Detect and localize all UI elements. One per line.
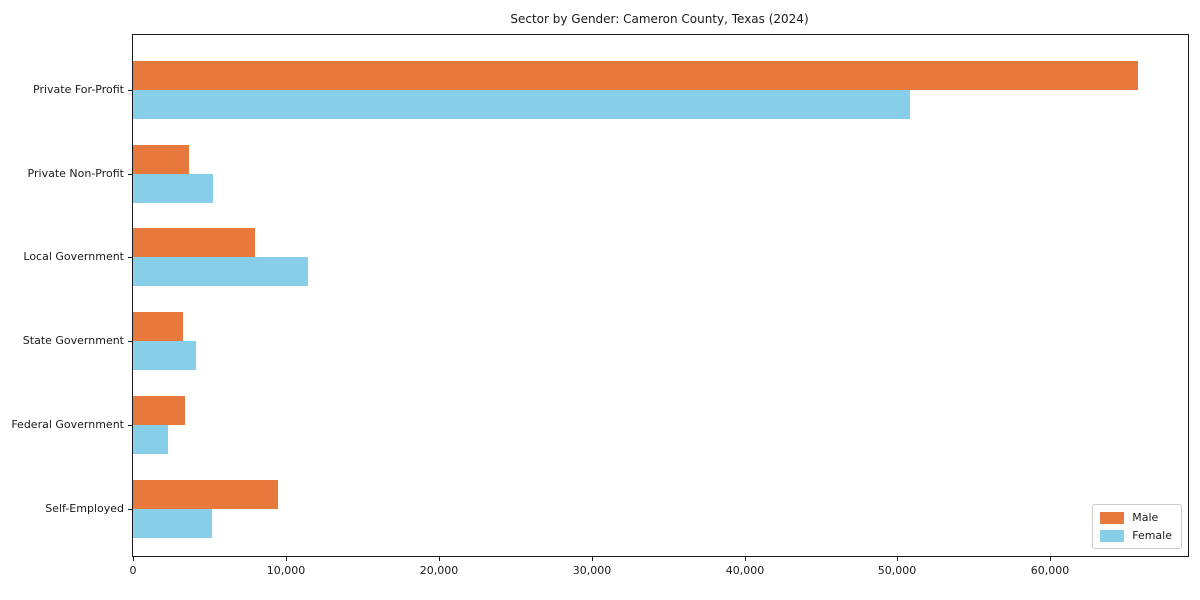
bar-female-private-non-profit [133, 174, 213, 203]
bar-male-local-government [133, 228, 255, 257]
x-axis-tick-50000 [897, 556, 898, 561]
x-axis-tick-30000 [592, 556, 593, 561]
legend-swatch-male [1100, 511, 1125, 524]
y-axis-tick-federal-government [128, 425, 133, 426]
legend-entry-male: Male [1100, 511, 1172, 524]
x-axis-tick-40000 [745, 556, 746, 561]
x-axis-label-60000: 60,000 [1030, 564, 1070, 577]
bar-male-state-government [133, 312, 183, 341]
y-axis-label-private-for-profit: Private For-Profit [33, 83, 124, 96]
x-axis-label-20000: 20,000 [419, 564, 459, 577]
x-axis-label-40000: 40,000 [725, 564, 765, 577]
x-axis-tick-20000 [439, 556, 440, 561]
legend-label-female: Female [1132, 529, 1172, 542]
legend: Male Female [1092, 504, 1182, 549]
bar-male-private-for-profit [133, 61, 1138, 90]
y-axis-label-federal-government: Federal Government [11, 418, 124, 431]
bar-female-self-employed [133, 509, 212, 538]
y-axis-tick-self-employed [128, 509, 133, 510]
x-axis-label-0: 0 [129, 564, 137, 577]
bar-female-private-for-profit [133, 90, 910, 119]
y-axis-tick-private-for-profit [128, 90, 133, 91]
plot-area: Male Female Private For-Profit Private Non… [11, 34, 1189, 577]
x-axis-label-10000: 10,000 [266, 564, 306, 577]
x-axis-tick-60000 [1050, 556, 1051, 561]
x-axis-tick-0 [133, 556, 134, 561]
y-axis-label-state-government: State Government [22, 334, 124, 347]
bar-female-local-government [133, 257, 308, 286]
legend-swatch-female [1100, 529, 1125, 542]
y-axis-label-self-employed: Self-Employed [45, 502, 124, 515]
y-axis-tick-local-government [128, 257, 133, 258]
bar-female-state-government [133, 341, 196, 370]
x-axis-tick-10000 [286, 556, 287, 561]
y-axis-tick-state-government [128, 341, 133, 342]
bar-female-federal-government [133, 425, 168, 454]
y-axis-tick-private-non-profit [128, 174, 133, 175]
legend-label-male: Male [1132, 511, 1159, 524]
y-axis-label-local-government: Local Government [23, 250, 124, 263]
x-axis-label-30000: 30,000 [572, 564, 612, 577]
bar-male-private-non-profit [133, 145, 189, 174]
bar-male-self-employed [133, 480, 278, 509]
y-axis-label-private-non-profit: Private Non-Profit [27, 167, 124, 180]
bar-male-federal-government [133, 396, 185, 425]
legend-entry-female: Female [1100, 529, 1172, 542]
x-axis-label-50000: 50,000 [877, 564, 917, 577]
chart-title: Sector by Gender: Cameron County, Texas … [510, 12, 809, 26]
